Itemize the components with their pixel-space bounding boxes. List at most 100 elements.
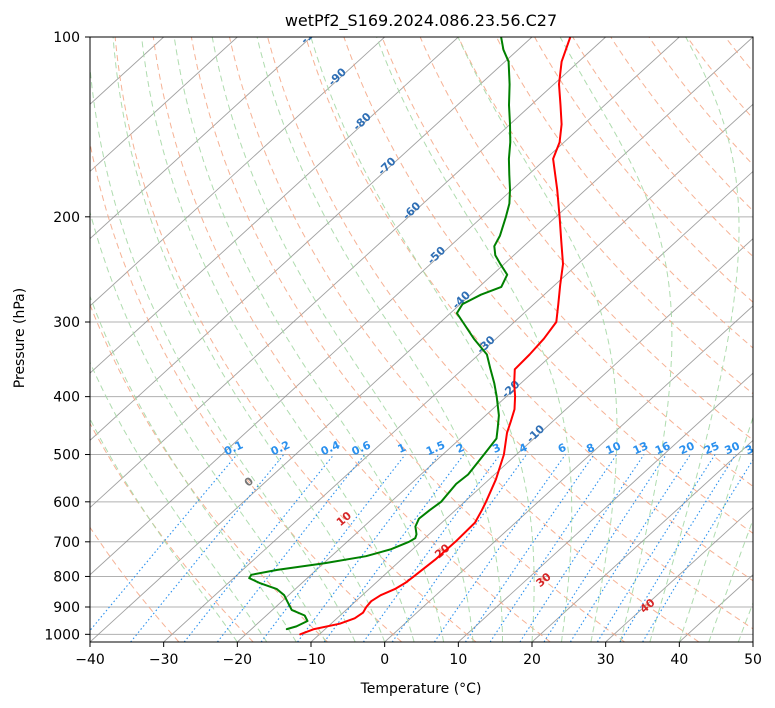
mixing-ratio-label: 0.4	[319, 438, 342, 458]
mixing-ratio-line	[260, 454, 406, 642]
mixing-ratio-line	[130, 454, 285, 642]
y-tick-label: 900	[53, 600, 80, 616]
isotherm-line	[531, 439, 753, 642]
dry-adiabat-line	[763, 37, 775, 642]
dry-adiabat-label: 30	[534, 570, 554, 590]
moist-adiabat-line	[457, 37, 618, 642]
y-tick-label: 1000	[44, 627, 80, 643]
mixing-ratio-label: 16	[653, 439, 673, 457]
moist-adiabat-line	[90, 417, 238, 642]
isotherm-line	[384, 305, 753, 642]
isotherm-label: -80	[350, 110, 374, 133]
isotherm-label: -70	[375, 154, 399, 177]
y-axis-label: Pressure (hPa)	[12, 288, 28, 388]
isotherm-line	[458, 372, 753, 642]
dry-adiabat-line	[114, 37, 477, 642]
y-tick-label: 400	[53, 390, 80, 406]
mixing-ratio-label: 36	[743, 439, 763, 457]
isotherm-line	[752, 641, 753, 642]
mixing-ratio-line	[433, 454, 566, 642]
isotherm-line	[90, 37, 753, 642]
x-tick-label: −40	[75, 652, 105, 668]
moist-adiabat-line	[90, 361, 268, 642]
moist-adiabat-line	[141, 37, 415, 642]
mixing-ratio-label: 4	[517, 441, 530, 456]
mixing-ratio-line	[596, 454, 716, 642]
dry-adiabat-line	[90, 140, 403, 642]
mixing-ratio-line	[464, 454, 595, 642]
dewpoint-profile-line	[248, 37, 512, 631]
isotherm-label: -10	[524, 422, 548, 445]
mixing-ratio-line	[569, 454, 691, 642]
moist-adiabat-line	[112, 37, 386, 642]
x-tick-label: −30	[149, 652, 179, 668]
mixing-ratio-line	[619, 454, 737, 642]
moist-adiabat-line	[376, 37, 573, 642]
moist-adiabat-line	[173, 37, 445, 642]
dry-adiabat-line	[152, 37, 551, 642]
plot-frame	[89, 36, 754, 643]
dry-adiabat-line	[229, 37, 700, 642]
y-tick-label: 500	[53, 448, 80, 464]
isotherm-label: -50	[425, 244, 449, 267]
dry-adiabat-line	[267, 37, 753, 630]
moist-adiabat-line	[649, 37, 740, 642]
isotherm-label: -90	[326, 65, 350, 88]
x-tick-label: −20	[223, 652, 253, 668]
mixing-ratio-line	[216, 454, 366, 642]
chart-title: wetPf2_S169.2024.086.23.56.C27	[285, 11, 557, 31]
x-tick-label: 40	[670, 652, 688, 668]
moist-adiabat-line	[90, 210, 327, 642]
dry-adiabat-label: 40	[637, 596, 657, 616]
dry-adiabat-line	[686, 37, 753, 120]
x-tick-label: 10	[449, 652, 467, 668]
mixing-ratio-line	[297, 454, 440, 642]
mixing-ratio-label: 0.6	[350, 438, 373, 458]
mixing-ratio-label: 13	[631, 439, 650, 457]
moist-adiabat-line	[256, 37, 503, 642]
dry-adiabat-label: 0	[242, 474, 256, 489]
moist-adiabat-line	[90, 294, 297, 642]
mixing-ratio-label: 0.2	[269, 438, 292, 458]
y-tick-label: 100	[53, 30, 80, 46]
isotherm-line	[90, 37, 312, 240]
x-tick-label: −10	[296, 652, 326, 668]
isotherm-line	[605, 506, 753, 642]
mixing-ratio-line	[543, 454, 667, 642]
isotherm-label: -20	[499, 378, 523, 401]
mixing-ratio-label: 6	[556, 441, 569, 456]
moist-adiabat-line	[708, 518, 753, 642]
mixing-ratio-label: 20	[677, 439, 697, 457]
moist-adiabat-line	[310, 37, 535, 642]
temperature-profile-line	[299, 37, 572, 636]
moist-adiabat-line	[559, 37, 673, 642]
x-tick-label: 0	[380, 652, 389, 668]
mixing-ratio-label: 10	[604, 439, 624, 457]
dry-adiabat-line	[419, 37, 753, 441]
x-axis-label: Temperature (°C)	[360, 681, 482, 697]
x-tick-label: 20	[523, 652, 541, 668]
mixing-ratio-label: 1.5	[424, 438, 447, 458]
y-tick-label: 300	[53, 315, 80, 331]
dry-adiabat-line	[305, 37, 753, 582]
isotherm-line	[310, 238, 753, 642]
mixing-ratio-line	[362, 454, 501, 642]
x-tick-label: 50	[744, 652, 762, 668]
isotherm-line	[237, 170, 753, 642]
y-tick-label: 600	[53, 495, 80, 511]
dry-adiabat-line	[724, 37, 753, 73]
mixing-ratio-label: 30	[723, 439, 743, 457]
y-tick-label: 700	[53, 535, 80, 551]
isotherm-line	[163, 103, 753, 642]
moist-adiabat-line	[90, 62, 356, 642]
dry-adiabat-line	[495, 37, 753, 349]
isotherm-line	[90, 37, 680, 576]
mixing-ratio-line	[489, 454, 618, 642]
mixing-ratio-label: 0.1	[222, 438, 245, 458]
dry-adiabat-line	[572, 37, 753, 258]
isotherm-line	[90, 37, 606, 509]
dry-adiabat-line	[90, 422, 254, 642]
mixing-ratio-line	[519, 454, 645, 642]
y-tick-label: 200	[53, 210, 80, 226]
